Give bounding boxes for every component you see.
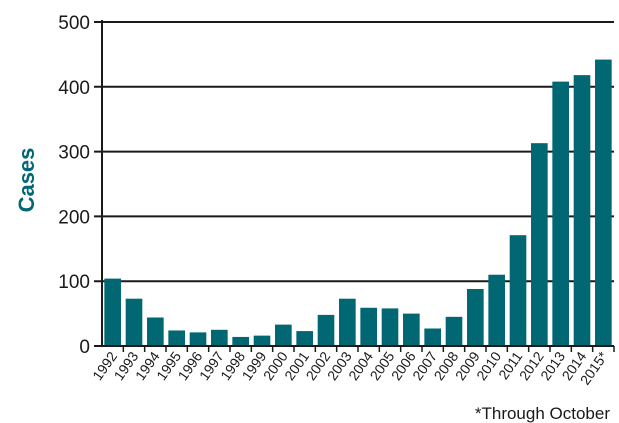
bar-2004	[360, 307, 377, 346]
bar-2001	[296, 331, 313, 346]
bar-1993	[125, 298, 143, 346]
bar-2005	[381, 308, 399, 346]
y-axis-label: Cases	[14, 148, 39, 213]
bar-2000	[275, 324, 292, 346]
bar-2015*	[595, 59, 612, 347]
bar-2013	[552, 81, 569, 346]
bar-2003	[339, 298, 356, 346]
bar-2010	[488, 274, 505, 346]
bar-1998	[232, 336, 249, 346]
bar-2011	[509, 235, 527, 346]
bar-2008	[445, 316, 463, 346]
bar-1996	[189, 332, 207, 346]
y-tick-label: 100	[58, 272, 90, 293]
bar-1999	[253, 335, 271, 346]
bar-2006	[403, 313, 420, 346]
y-tick-label: 0	[79, 337, 90, 358]
axes	[94, 20, 615, 352]
bar-1997	[211, 329, 228, 346]
y-tick-labels: 0 100 200 300 400 500	[58, 13, 90, 358]
gridlines	[94, 21, 614, 283]
bar-1995	[168, 330, 185, 346]
bar-1992	[104, 278, 121, 346]
bar-2012	[531, 143, 548, 346]
x-tick-labels: 1992199319941995199619971998199920002001…	[89, 348, 611, 388]
bar-2009	[467, 288, 484, 346]
bar-2014	[573, 75, 591, 347]
bars	[104, 59, 612, 347]
y-tick-label: 200	[58, 207, 90, 228]
footnote: *Through October	[475, 404, 610, 423]
y-tick-label: 300	[58, 143, 90, 164]
bar-1994	[147, 317, 164, 346]
y-tick-label: 500	[58, 13, 90, 34]
y-tick-label: 400	[58, 78, 90, 99]
bar-2007	[424, 328, 441, 346]
bar-2002	[317, 314, 335, 346]
